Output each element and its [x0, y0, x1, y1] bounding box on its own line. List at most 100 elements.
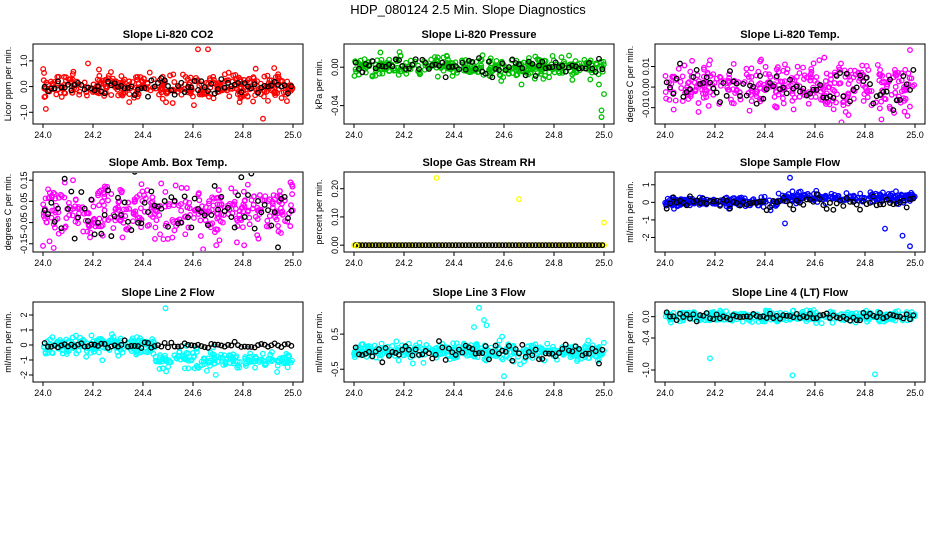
- data-point: [843, 195, 850, 202]
- y-tick-label: -0.05: [19, 212, 29, 233]
- data-point: [482, 343, 489, 350]
- data-point: [566, 52, 572, 59]
- data-point: [416, 242, 422, 249]
- data-point: [78, 82, 85, 88]
- data-point: [596, 351, 602, 358]
- data-point: [562, 242, 569, 249]
- data-point: [883, 88, 890, 95]
- x-tick-label: 24.8: [234, 258, 252, 268]
- data-point: [697, 312, 703, 319]
- data-point: [546, 350, 552, 357]
- data-point: [170, 71, 177, 78]
- data-point: [545, 347, 552, 354]
- panels: Slope Li-820 CO2 24.0 24.2 24.4 24.6 24.8 25.0…: [3, 29, 926, 398]
- data-point: [369, 72, 376, 79]
- data-point: [569, 76, 576, 83]
- data-point: [471, 324, 477, 331]
- data-point: [546, 64, 552, 71]
- data-point: [526, 242, 532, 249]
- data-point: [185, 341, 191, 348]
- data-point: [433, 345, 440, 351]
- x-tick-label: 25.0: [595, 388, 613, 398]
- y-tick-label: 1: [19, 327, 29, 332]
- data-point: [99, 357, 106, 364]
- data-point: [444, 351, 451, 358]
- data-point: [379, 359, 386, 366]
- data-point: [376, 62, 382, 69]
- data-point: [903, 311, 910, 318]
- data-point: [68, 188, 75, 195]
- data-point: [167, 72, 174, 79]
- data-point: [158, 205, 165, 212]
- data-point: [850, 95, 857, 102]
- data-point: [883, 196, 890, 203]
- data-point: [48, 343, 55, 350]
- plot-frame: [654, 43, 926, 125]
- data-point: [75, 341, 81, 348]
- data-point: [559, 69, 566, 76]
- data-point: [703, 310, 710, 317]
- y-tick-label: 0.00: [641, 78, 651, 96]
- data-point: [743, 313, 750, 320]
- data-point: [191, 78, 198, 84]
- y-tick-label: -1: [19, 356, 29, 364]
- data-point: [499, 333, 506, 340]
- plot-frame: [32, 301, 304, 383]
- data-point: [446, 64, 452, 70]
- data-point: [710, 85, 717, 92]
- data-point: [352, 66, 359, 73]
- data-point: [807, 71, 814, 78]
- data-point: [45, 343, 51, 350]
- data-point: [255, 342, 261, 349]
- data-point: [416, 351, 422, 358]
- data-point: [78, 340, 85, 347]
- data-point: [822, 78, 829, 85]
- data-point: [596, 55, 602, 62]
- data-point: [830, 106, 837, 113]
- data-point: [359, 69, 366, 76]
- data-point: [419, 56, 426, 63]
- data-point: [399, 242, 406, 249]
- panel-6: Slope Sample Flow 24.0 24.2 24.4 24.6 24.8 25.…: [625, 157, 926, 268]
- data-point: [165, 344, 171, 351]
- data-point: [727, 68, 733, 75]
- data-point: [737, 96, 744, 103]
- data-point: [241, 214, 248, 220]
- data-point: [596, 242, 602, 249]
- data-point: [171, 227, 178, 234]
- data-point: [195, 341, 201, 348]
- data-point: [145, 209, 151, 216]
- data-point: [284, 359, 291, 366]
- data-point: [502, 348, 509, 355]
- data-point: [576, 65, 582, 72]
- data-point: [221, 84, 228, 91]
- data-point: [126, 99, 133, 106]
- data-point: [131, 199, 138, 205]
- data-point: [51, 218, 58, 225]
- data-point: [813, 74, 820, 80]
- data-point: [188, 224, 195, 231]
- data-point: [717, 202, 723, 209]
- data-point: [853, 201, 860, 208]
- data-point: [670, 313, 677, 320]
- data-point: [472, 65, 479, 72]
- data-point: [536, 356, 542, 363]
- data-point: [486, 356, 492, 363]
- data-point: [489, 348, 496, 355]
- data-point: [705, 71, 712, 78]
- data-point: [880, 201, 887, 208]
- data-point: [58, 342, 65, 349]
- data-point: [552, 59, 559, 66]
- data-point: [61, 179, 68, 186]
- data-point: [506, 342, 512, 349]
- data-point: [885, 191, 892, 197]
- data-point: [679, 73, 686, 80]
- data-point: [745, 74, 752, 80]
- data-point: [857, 317, 863, 324]
- data-point: [214, 226, 221, 233]
- data-point: [206, 198, 213, 205]
- data-point: [40, 66, 47, 73]
- data-point: [281, 341, 288, 348]
- data-point: [233, 239, 240, 246]
- data-point: [737, 93, 743, 99]
